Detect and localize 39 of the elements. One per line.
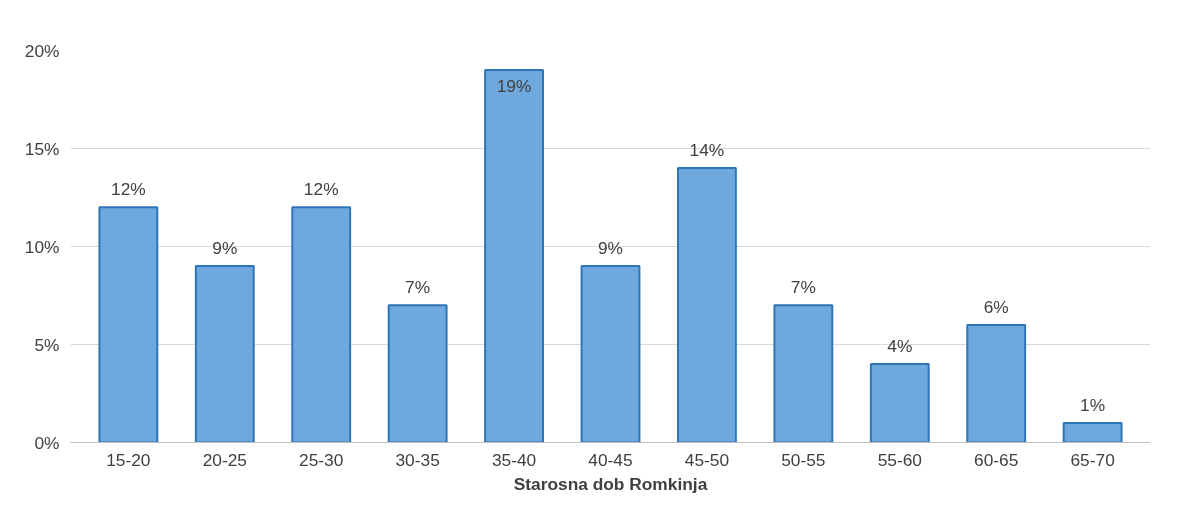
bar xyxy=(869,363,930,443)
y-tick-label: 20% xyxy=(24,40,60,61)
bar xyxy=(677,167,737,443)
data-label: 12% xyxy=(111,179,146,200)
data-label: 7% xyxy=(405,277,431,298)
data-label: 1% xyxy=(1080,394,1106,415)
data-label: 7% xyxy=(790,277,816,298)
x-tick-label: 20-25 xyxy=(202,449,247,470)
y-tick-label: 0% xyxy=(34,432,60,453)
x-tick-label: 30-35 xyxy=(395,449,440,470)
x-tick-label: 40-45 xyxy=(588,449,633,470)
x-tick-label: 35-40 xyxy=(491,449,537,470)
y-tick-label: 10% xyxy=(24,236,60,257)
data-label: 6% xyxy=(983,296,1009,317)
bar xyxy=(580,265,641,443)
y-tick-label: 15% xyxy=(24,138,60,159)
y-tick-label: 5% xyxy=(34,334,60,355)
bar xyxy=(98,206,159,443)
bar xyxy=(966,323,1027,443)
data-label: 9% xyxy=(597,238,624,259)
bar xyxy=(1062,421,1123,443)
x-tick-label: 50-55 xyxy=(781,449,826,470)
data-label: 9% xyxy=(212,238,238,259)
x-tick-label: 60-65 xyxy=(974,449,1019,470)
data-label: 4% xyxy=(887,336,913,357)
x-tick-label: 25-30 xyxy=(299,449,344,470)
bar xyxy=(291,206,352,443)
bar xyxy=(773,304,834,443)
bar xyxy=(194,265,255,443)
x-tick-label: 45-50 xyxy=(684,449,730,470)
x-tick-label: 15-20 xyxy=(106,449,151,470)
x-axis-title: Starosna dob Romkinja xyxy=(513,473,708,494)
data-label: 14% xyxy=(689,140,725,161)
data-label: 19% xyxy=(496,76,532,97)
x-tick-label: 65-70 xyxy=(1070,449,1115,470)
bar xyxy=(387,304,448,443)
bar xyxy=(484,69,544,443)
data-label: 12% xyxy=(303,179,339,200)
x-tick-label: 55-60 xyxy=(877,449,922,470)
